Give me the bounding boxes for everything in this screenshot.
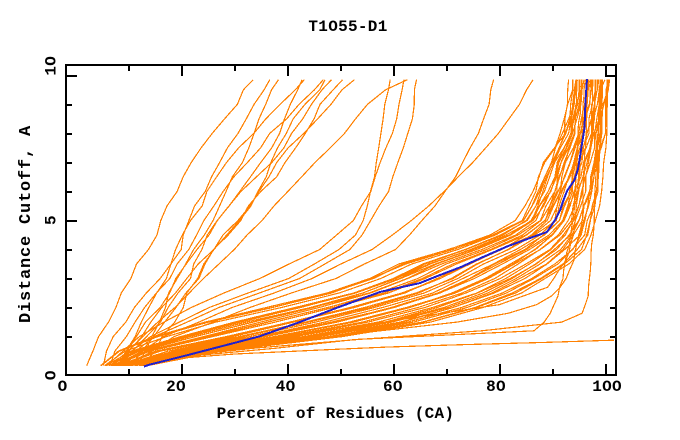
- svg-text:4O: 4O: [276, 378, 296, 396]
- svg-text:Distance Cutoff, A: Distance Cutoff, A: [17, 125, 36, 323]
- svg-text:1OO: 1OO: [592, 378, 622, 396]
- svg-text:T1O55-D1: T1O55-D1: [308, 18, 387, 36]
- svg-text:O: O: [43, 370, 61, 380]
- svg-text:2O: 2O: [166, 378, 186, 396]
- svg-text:8O: 8O: [486, 378, 506, 396]
- svg-text:5: 5: [43, 215, 61, 225]
- svg-text:O: O: [58, 378, 68, 396]
- svg-text:Percent of Residues (CA): Percent of Residues (CA): [217, 405, 455, 423]
- svg-text:6O: 6O: [383, 378, 403, 396]
- svg-text:1O: 1O: [43, 56, 61, 76]
